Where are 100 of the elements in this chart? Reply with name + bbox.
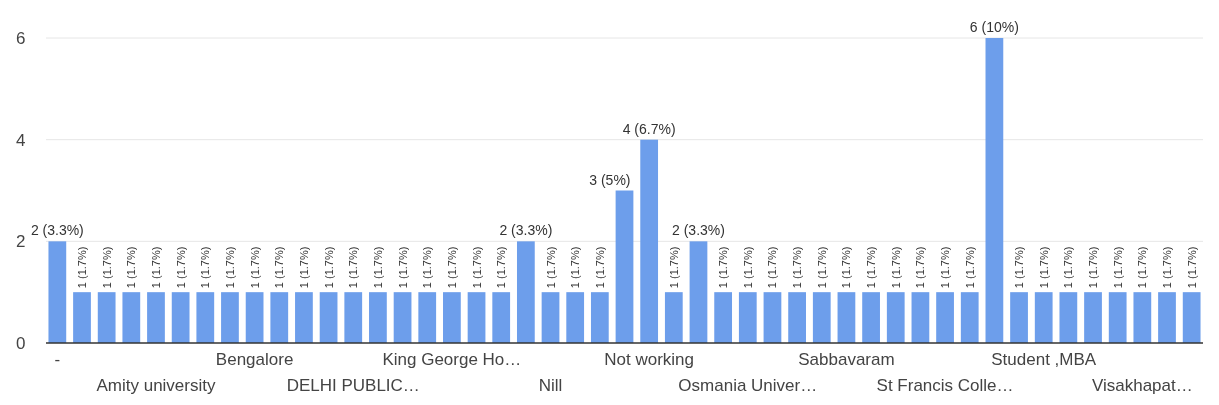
data-label: 1 (1.7%) <box>717 246 730 289</box>
bar <box>566 292 585 343</box>
bar <box>295 292 313 343</box>
y-tick-label: 6 <box>16 29 26 48</box>
bar <box>985 38 1004 343</box>
data-label: 1 (1.7%) <box>223 246 236 289</box>
bar <box>369 292 387 343</box>
data-label: 1 (1.7%) <box>445 246 458 289</box>
bar <box>1034 292 1053 343</box>
data-label: 1 (1.7%) <box>273 246 286 289</box>
bar <box>1133 292 1152 343</box>
data-label: 1 (1.7%) <box>1185 246 1198 289</box>
bar <box>541 292 560 343</box>
bar <box>689 241 708 343</box>
data-label: 3 (5%) <box>589 171 631 188</box>
x-tick-label: Amity university <box>96 376 216 395</box>
bar <box>73 292 91 343</box>
bar <box>1182 292 1201 343</box>
bar <box>122 292 141 343</box>
data-label: 1 (1.7%) <box>963 246 976 289</box>
x-tick-label: Visakhapat… <box>1091 376 1193 395</box>
bar <box>516 241 535 343</box>
data-label: 2 (3.3%) <box>672 222 725 239</box>
x-tick-label: - <box>54 350 61 369</box>
data-label: 1 (1.7%) <box>741 246 754 289</box>
data-label: 1 (1.7%) <box>914 246 927 289</box>
data-label: 1 (1.7%) <box>1013 246 1026 289</box>
bar <box>418 292 437 343</box>
bar <box>590 292 609 343</box>
data-label: 1 (1.7%) <box>791 246 804 289</box>
bar <box>221 292 239 343</box>
data-label: 1 (1.7%) <box>421 246 434 289</box>
bar <box>714 292 733 343</box>
data-label: 1 (1.7%) <box>149 246 162 289</box>
bar <box>1084 292 1102 343</box>
x-tick-label: Sabbavaram <box>798 350 895 369</box>
data-label: 1 (1.7%) <box>347 246 360 289</box>
data-label: 1 (1.7%) <box>1087 246 1100 289</box>
data-label: 1 (1.7%) <box>297 246 310 289</box>
bar <box>492 292 511 343</box>
data-label: 1 (1.7%) <box>495 246 508 289</box>
bar <box>245 292 264 343</box>
data-label: 1 (1.7%) <box>569 246 582 289</box>
data-label: 1 (1.7%) <box>100 246 113 289</box>
bar <box>171 292 190 343</box>
bar <box>1158 292 1176 343</box>
data-label: 6 (10%) <box>969 19 1019 35</box>
data-label: 1 (1.7%) <box>667 246 680 289</box>
x-tick-label: Bengalore <box>215 350 294 369</box>
bar <box>664 292 683 343</box>
bar <box>936 292 954 343</box>
data-label: 1 (1.7%) <box>1136 246 1149 289</box>
data-label: 1 (1.7%) <box>199 246 212 289</box>
data-label: 1 (1.7%) <box>371 246 384 289</box>
data-label: 1 (1.7%) <box>248 246 261 289</box>
bar <box>763 292 782 343</box>
bar <box>270 292 289 343</box>
data-label: 1 (1.7%) <box>1062 246 1075 289</box>
bar <box>837 292 856 343</box>
data-label: 2 (3.3%) <box>30 222 84 239</box>
bar <box>615 190 634 343</box>
data-label: 1 (1.7%) <box>544 246 557 289</box>
data-label: 1 (1.7%) <box>593 246 606 289</box>
bar <box>788 292 806 343</box>
x-tick-label: Student ,MBA <box>991 350 1097 369</box>
bar <box>862 292 880 343</box>
data-label: 1 (1.7%) <box>1111 246 1124 289</box>
bar <box>1059 292 1078 343</box>
y-tick-label: 4 <box>16 130 26 150</box>
data-label: 1 (1.7%) <box>1161 246 1173 289</box>
bar <box>812 292 831 343</box>
bar <box>97 292 116 343</box>
data-label: 1 (1.7%) <box>1037 246 1050 289</box>
data-label: 1 (1.7%) <box>840 246 853 289</box>
bar <box>886 292 905 343</box>
data-label: 1 (1.7%) <box>766 246 779 289</box>
bar <box>1108 292 1127 343</box>
x-tick-label: St Francis Colle… <box>876 376 1014 395</box>
data-label: 1 (1.7%) <box>322 246 335 289</box>
x-tick-label: Osmania Univer… <box>678 376 818 395</box>
bar <box>319 292 338 343</box>
bar <box>196 292 215 343</box>
x-tick-label: Nill <box>538 376 563 395</box>
x-tick-label: King George Ho… <box>382 350 522 369</box>
data-label: 1 (1.7%) <box>815 246 828 289</box>
x-tick-label: DELHI PUBLIC… <box>286 376 420 395</box>
bar <box>640 139 659 343</box>
bar <box>147 292 165 343</box>
data-label: 1 (1.7%) <box>889 246 902 289</box>
bar <box>960 292 979 343</box>
bar <box>467 292 486 343</box>
y-tick-label: 0 <box>16 334 26 353</box>
data-label: 4 (6.7%) <box>622 120 676 137</box>
data-label: 1 (1.7%) <box>76 246 88 289</box>
data-label: 1 (1.7%) <box>470 246 483 289</box>
y-tick-label: 2 <box>16 232 26 252</box>
bar <box>344 292 363 343</box>
data-label: 1 (1.7%) <box>396 246 409 289</box>
bar <box>443 292 461 343</box>
data-label: 1 (1.7%) <box>174 246 187 289</box>
